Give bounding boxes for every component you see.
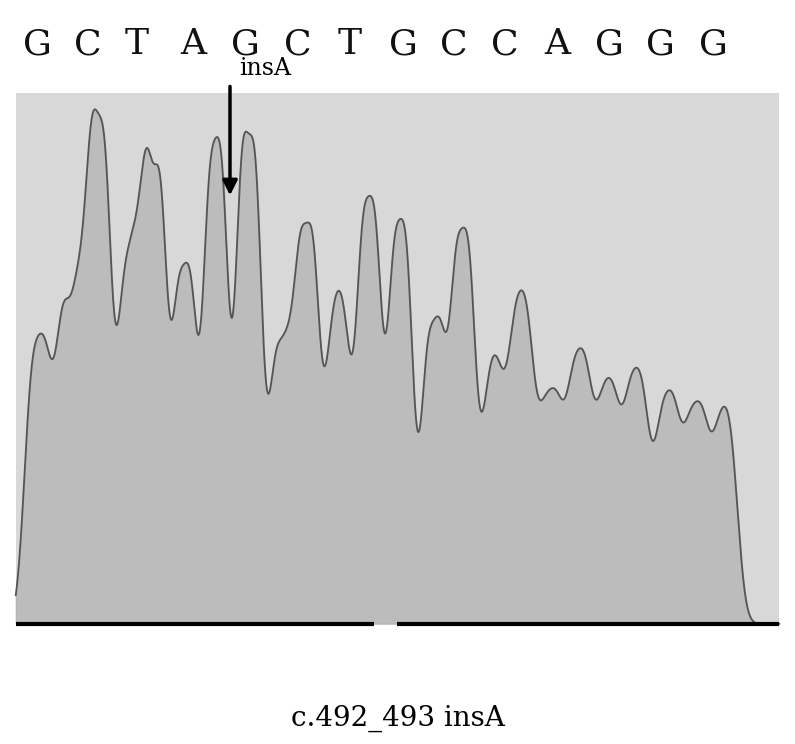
Text: C: C <box>491 28 519 61</box>
Text: A: A <box>180 28 207 61</box>
Text: G: G <box>595 28 624 61</box>
Text: C: C <box>440 28 467 61</box>
Bar <box>16 94 779 623</box>
Text: T: T <box>125 28 149 61</box>
Text: insA: insA <box>239 57 291 80</box>
Text: G: G <box>23 28 52 61</box>
Text: G: G <box>699 28 727 61</box>
Text: G: G <box>646 28 675 61</box>
Text: c.492_493 insA: c.492_493 insA <box>290 705 505 731</box>
Text: C: C <box>74 28 101 61</box>
Text: A: A <box>545 28 570 61</box>
Text: T: T <box>337 28 361 61</box>
Text: G: G <box>231 28 260 61</box>
Text: G: G <box>390 28 418 61</box>
Text: C: C <box>284 28 312 61</box>
